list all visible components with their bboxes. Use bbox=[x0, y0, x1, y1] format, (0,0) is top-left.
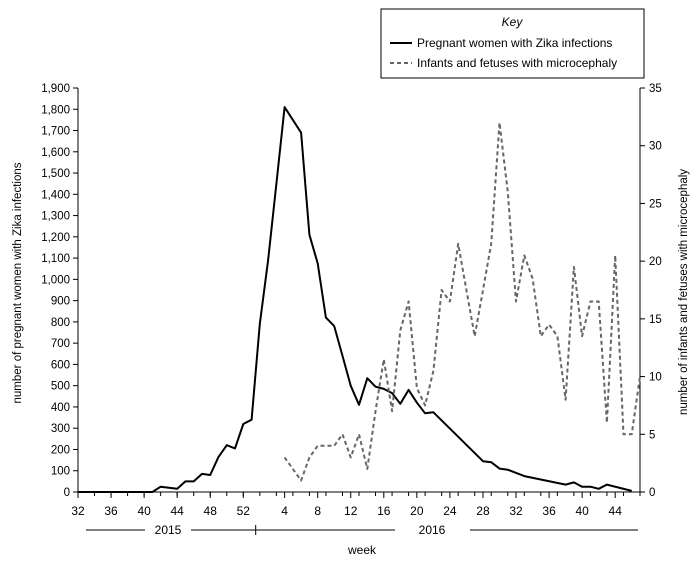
x-tick-label: 52 bbox=[237, 504, 251, 518]
legend-title: Key bbox=[502, 15, 524, 29]
year-label-2015: 2015 bbox=[155, 523, 182, 537]
x-tick-label: 36 bbox=[104, 504, 118, 518]
y-left-tick-label: 700 bbox=[51, 338, 70, 350]
legend-box bbox=[380, 8, 645, 79]
series-layer bbox=[78, 106, 641, 493]
legend: Key Pregnant women with Zika infections … bbox=[380, 8, 645, 79]
y-left-tick-label: 1,300 bbox=[41, 211, 70, 223]
y-left-tick-label: 500 bbox=[51, 381, 70, 393]
y-right-tick-label: 5 bbox=[649, 429, 655, 441]
legend-entry-microcephaly: Infants and fetuses with microcephaly bbox=[417, 56, 617, 70]
series-line-pregnant-women bbox=[78, 106, 632, 493]
x-tick-label: 44 bbox=[170, 504, 184, 518]
x-tick-label: 8 bbox=[314, 504, 321, 518]
x-tick-label: 12 bbox=[344, 504, 358, 518]
y-left-tick-label: 100 bbox=[51, 466, 70, 478]
y-left-tick-label: 200 bbox=[51, 444, 70, 456]
x-tick-label: 32 bbox=[509, 504, 523, 518]
y-left-tick-label: 1,500 bbox=[41, 168, 70, 180]
y-left-tick-label: 300 bbox=[51, 423, 70, 435]
y-left-tick-label: 1,100 bbox=[41, 253, 70, 265]
y-right-tick-label: 0 bbox=[649, 487, 655, 499]
y-right-tick-label: 30 bbox=[649, 141, 662, 153]
x-tick-label: 40 bbox=[575, 504, 589, 518]
y-left-tick-label: 1,700 bbox=[41, 126, 70, 138]
y-left-axis-label: number of pregnant women with Zika infec… bbox=[12, 162, 24, 403]
y-right-tick-label: 10 bbox=[649, 372, 662, 384]
y-left-tick-label: 0 bbox=[64, 487, 70, 499]
y-right-tick-label: 25 bbox=[649, 198, 662, 210]
x-tick-label: 28 bbox=[476, 504, 490, 518]
x-axis-label: week bbox=[347, 543, 377, 557]
x-tick-label: 40 bbox=[137, 504, 151, 518]
y-left-tick-label: 1,900 bbox=[41, 83, 70, 95]
y-right-axis-label: number of infants and fetuses with micro… bbox=[678, 169, 690, 415]
x-tick-label: 32 bbox=[71, 504, 85, 518]
x-tick-label: 4 bbox=[281, 504, 288, 518]
axes: 01002003004005006007008009001,0001,1001,… bbox=[41, 83, 662, 537]
y-left-tick-label: 400 bbox=[51, 402, 70, 414]
x-tick-label: 24 bbox=[443, 504, 457, 518]
x-tick-label: 20 bbox=[410, 504, 424, 518]
y-left-tick-label: 1,000 bbox=[41, 274, 70, 286]
y-left-tick-label: 1,600 bbox=[41, 147, 70, 159]
y-right-tick-label: 35 bbox=[649, 83, 662, 95]
y-right-tick-label: 15 bbox=[649, 314, 662, 326]
y-left-tick-label: 1,800 bbox=[41, 104, 70, 116]
y-left-tick-label: 1,200 bbox=[41, 232, 70, 244]
x-tick-label: 44 bbox=[609, 504, 623, 518]
y-right-tick-label: 20 bbox=[649, 256, 662, 268]
series-line-microcephaly bbox=[283, 121, 641, 482]
x-tick-label: 16 bbox=[377, 504, 391, 518]
year-label-2016: 2016 bbox=[419, 523, 446, 537]
x-tick-label: 48 bbox=[204, 504, 218, 518]
y-left-tick-label: 1,400 bbox=[41, 189, 70, 201]
y-left-tick-label: 800 bbox=[51, 317, 70, 329]
legend-entry-pregnant-women: Pregnant women with Zika infections bbox=[417, 36, 612, 50]
y-left-tick-label: 600 bbox=[51, 359, 70, 371]
x-tick-label: 36 bbox=[542, 504, 556, 518]
y-left-tick-label: 900 bbox=[51, 296, 70, 308]
